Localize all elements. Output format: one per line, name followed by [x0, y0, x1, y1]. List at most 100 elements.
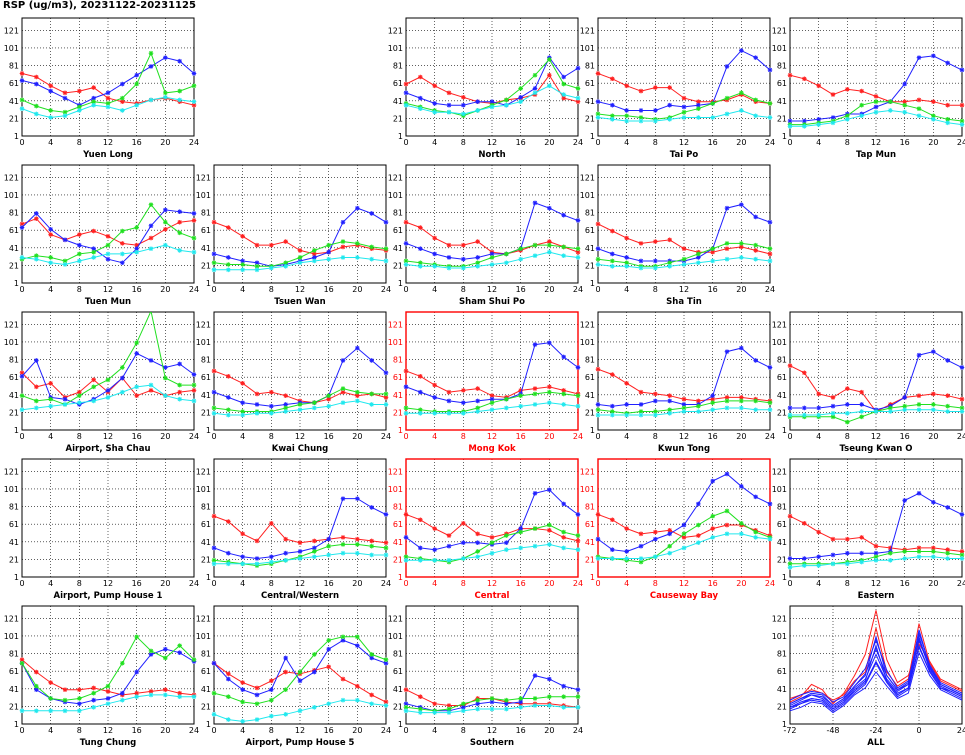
data-point — [518, 99, 523, 104]
x-tick-label: 24 — [573, 432, 583, 441]
x-tick-label: 8 — [269, 726, 274, 735]
chart-title: Tai Po — [670, 150, 699, 160]
x-tick-label: 16 — [516, 432, 526, 441]
data-point — [148, 50, 154, 56]
data-point — [163, 207, 168, 213]
data-point — [753, 55, 758, 60]
y-tick-label: 1 — [206, 573, 211, 582]
x-tick-label: 4 — [48, 726, 53, 735]
data-point — [696, 533, 701, 538]
data-point — [62, 237, 68, 243]
data-point — [91, 99, 96, 104]
data-point — [191, 235, 197, 241]
data-point — [753, 398, 758, 404]
x-tick-label: 24 — [189, 579, 199, 588]
plot-frame — [405, 311, 579, 431]
y-tick-label: 121 — [4, 614, 19, 623]
x-tick-label: 8 — [77, 726, 82, 735]
y-tick-label: 21 — [777, 555, 787, 564]
data-point — [134, 634, 139, 640]
x-tick-label: 0 — [595, 285, 600, 294]
data-point — [504, 701, 509, 707]
data-point — [355, 389, 360, 395]
data-point — [369, 391, 374, 397]
x-tick-label: 24 — [765, 138, 775, 147]
data-point — [326, 403, 331, 409]
x-tick-label: 12 — [295, 285, 305, 294]
data-point — [340, 496, 346, 501]
data-point — [916, 407, 922, 413]
data-point — [845, 402, 850, 407]
data-point — [959, 118, 965, 124]
data-point — [19, 106, 25, 112]
data-point — [326, 552, 331, 558]
data-point — [696, 522, 701, 528]
y-tick-label: 41 — [9, 538, 19, 547]
data-point — [254, 410, 260, 416]
data-point — [432, 251, 437, 257]
chart-title: ALL — [867, 738, 885, 748]
y-tick-label: 21 — [393, 114, 403, 123]
data-point — [753, 535, 758, 540]
data-point — [418, 260, 423, 266]
x-tick-label: 24 — [765, 285, 775, 294]
data-point — [916, 352, 922, 358]
data-point — [802, 520, 807, 526]
data-point — [326, 396, 331, 402]
data-point — [902, 407, 907, 413]
data-point — [638, 265, 644, 271]
x-tick-label: 0 — [19, 285, 24, 294]
data-point — [105, 234, 111, 239]
y-tick-label: 61 — [9, 79, 19, 88]
chart-title: Tung Chung — [80, 738, 137, 748]
data-point — [653, 118, 658, 124]
data-point — [888, 545, 893, 551]
data-point — [340, 389, 346, 395]
y-tick-label: 101 — [4, 338, 19, 347]
data-point — [859, 402, 864, 407]
data-point — [489, 393, 495, 398]
data-point — [77, 696, 82, 701]
data-point — [547, 522, 552, 528]
data-point — [575, 65, 581, 71]
data-point — [418, 557, 423, 563]
data-point — [340, 219, 346, 225]
data-point — [120, 660, 125, 666]
data-point — [624, 235, 629, 241]
data-point — [931, 53, 936, 59]
data-point — [369, 543, 374, 549]
data-point — [48, 108, 53, 113]
data-point — [369, 701, 374, 707]
data-point — [269, 713, 274, 719]
data-point — [787, 513, 793, 519]
data-point — [575, 249, 581, 255]
data-point — [369, 211, 374, 216]
data-point — [403, 708, 409, 714]
data-point — [34, 81, 39, 87]
data-point — [681, 109, 687, 115]
data-point — [403, 262, 409, 267]
data-point — [902, 403, 907, 409]
x-tick-label: 12 — [487, 432, 497, 441]
data-point — [830, 410, 836, 416]
plot-frame — [405, 605, 579, 725]
data-point — [34, 111, 39, 117]
data-point — [120, 375, 125, 381]
data-point — [518, 403, 523, 409]
data-point — [211, 219, 217, 225]
x-tick-label: 16 — [516, 726, 526, 735]
data-point — [753, 529, 758, 535]
data-point — [845, 87, 850, 92]
x-tick-label: 8 — [461, 138, 466, 147]
chart-title: Southern — [470, 738, 514, 748]
data-point — [595, 246, 601, 251]
y-tick-label: 1 — [14, 132, 19, 141]
x-tick-label: 4 — [816, 138, 821, 147]
y-tick-label: 81 — [201, 356, 211, 365]
data-point — [403, 384, 409, 390]
plot-frame — [597, 17, 771, 137]
y-tick-label: 81 — [585, 209, 595, 218]
